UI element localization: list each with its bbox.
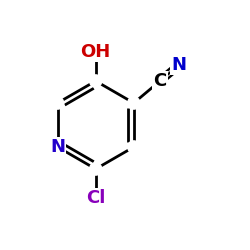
Circle shape (90, 163, 102, 175)
Text: N: N (171, 56, 186, 74)
Text: C: C (153, 72, 166, 90)
Circle shape (52, 97, 64, 109)
Circle shape (128, 97, 140, 109)
Text: Cl: Cl (86, 189, 105, 207)
Circle shape (128, 141, 140, 153)
Circle shape (90, 75, 102, 87)
Circle shape (52, 141, 64, 153)
Text: OH: OH (80, 43, 111, 61)
Text: N: N (50, 138, 65, 156)
